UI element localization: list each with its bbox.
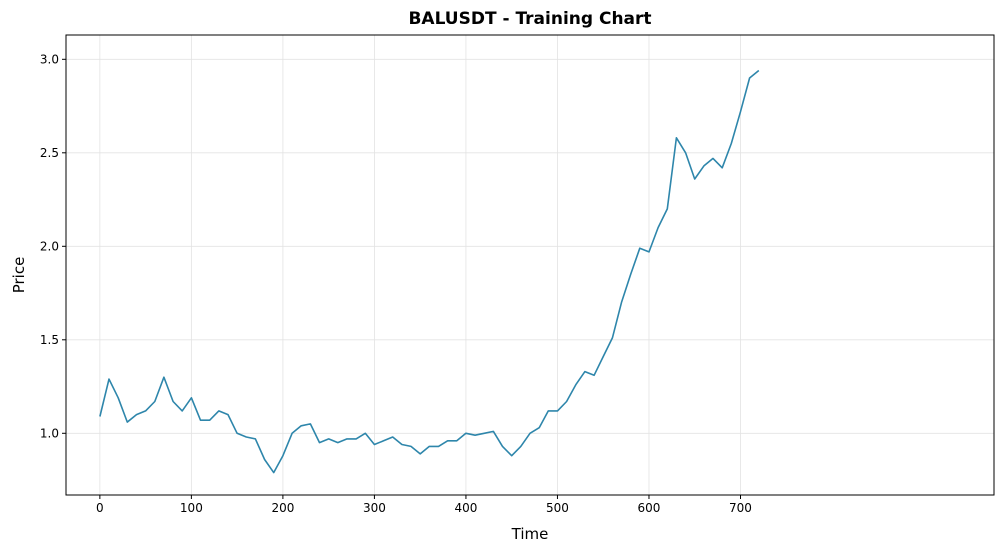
plot-frame [65, 34, 995, 496]
y-tick-label: 3.0 [40, 52, 59, 66]
x-tick-label: 500 [546, 501, 569, 515]
y-tick-label: 2.0 [40, 239, 59, 253]
chart-title: BALUSDT - Training Chart [408, 9, 651, 29]
y-axis-label: Price [10, 257, 28, 294]
y-tick-label: 1.5 [40, 333, 59, 347]
x-tick-label: 700 [729, 501, 752, 515]
y-tick-label: 2.5 [40, 146, 59, 160]
y-tick-label: 1.0 [40, 426, 59, 440]
axes: 0 100 200 300 400 500 600 700 1.0 1.5 2.0 2.5 3.0 [40, 34, 995, 515]
x-axis-label: Time [511, 525, 549, 543]
x-tick-label: 200 [271, 501, 294, 515]
x-tick-label: 300 [363, 501, 386, 515]
x-tick-label: 100 [180, 501, 203, 515]
series-layer [99, 69, 760, 474]
x-tick-label: 0 [96, 501, 104, 515]
x-tick-label: 600 [638, 501, 661, 515]
x-tick-label: 400 [454, 501, 477, 515]
price-series-line [99, 69, 760, 474]
